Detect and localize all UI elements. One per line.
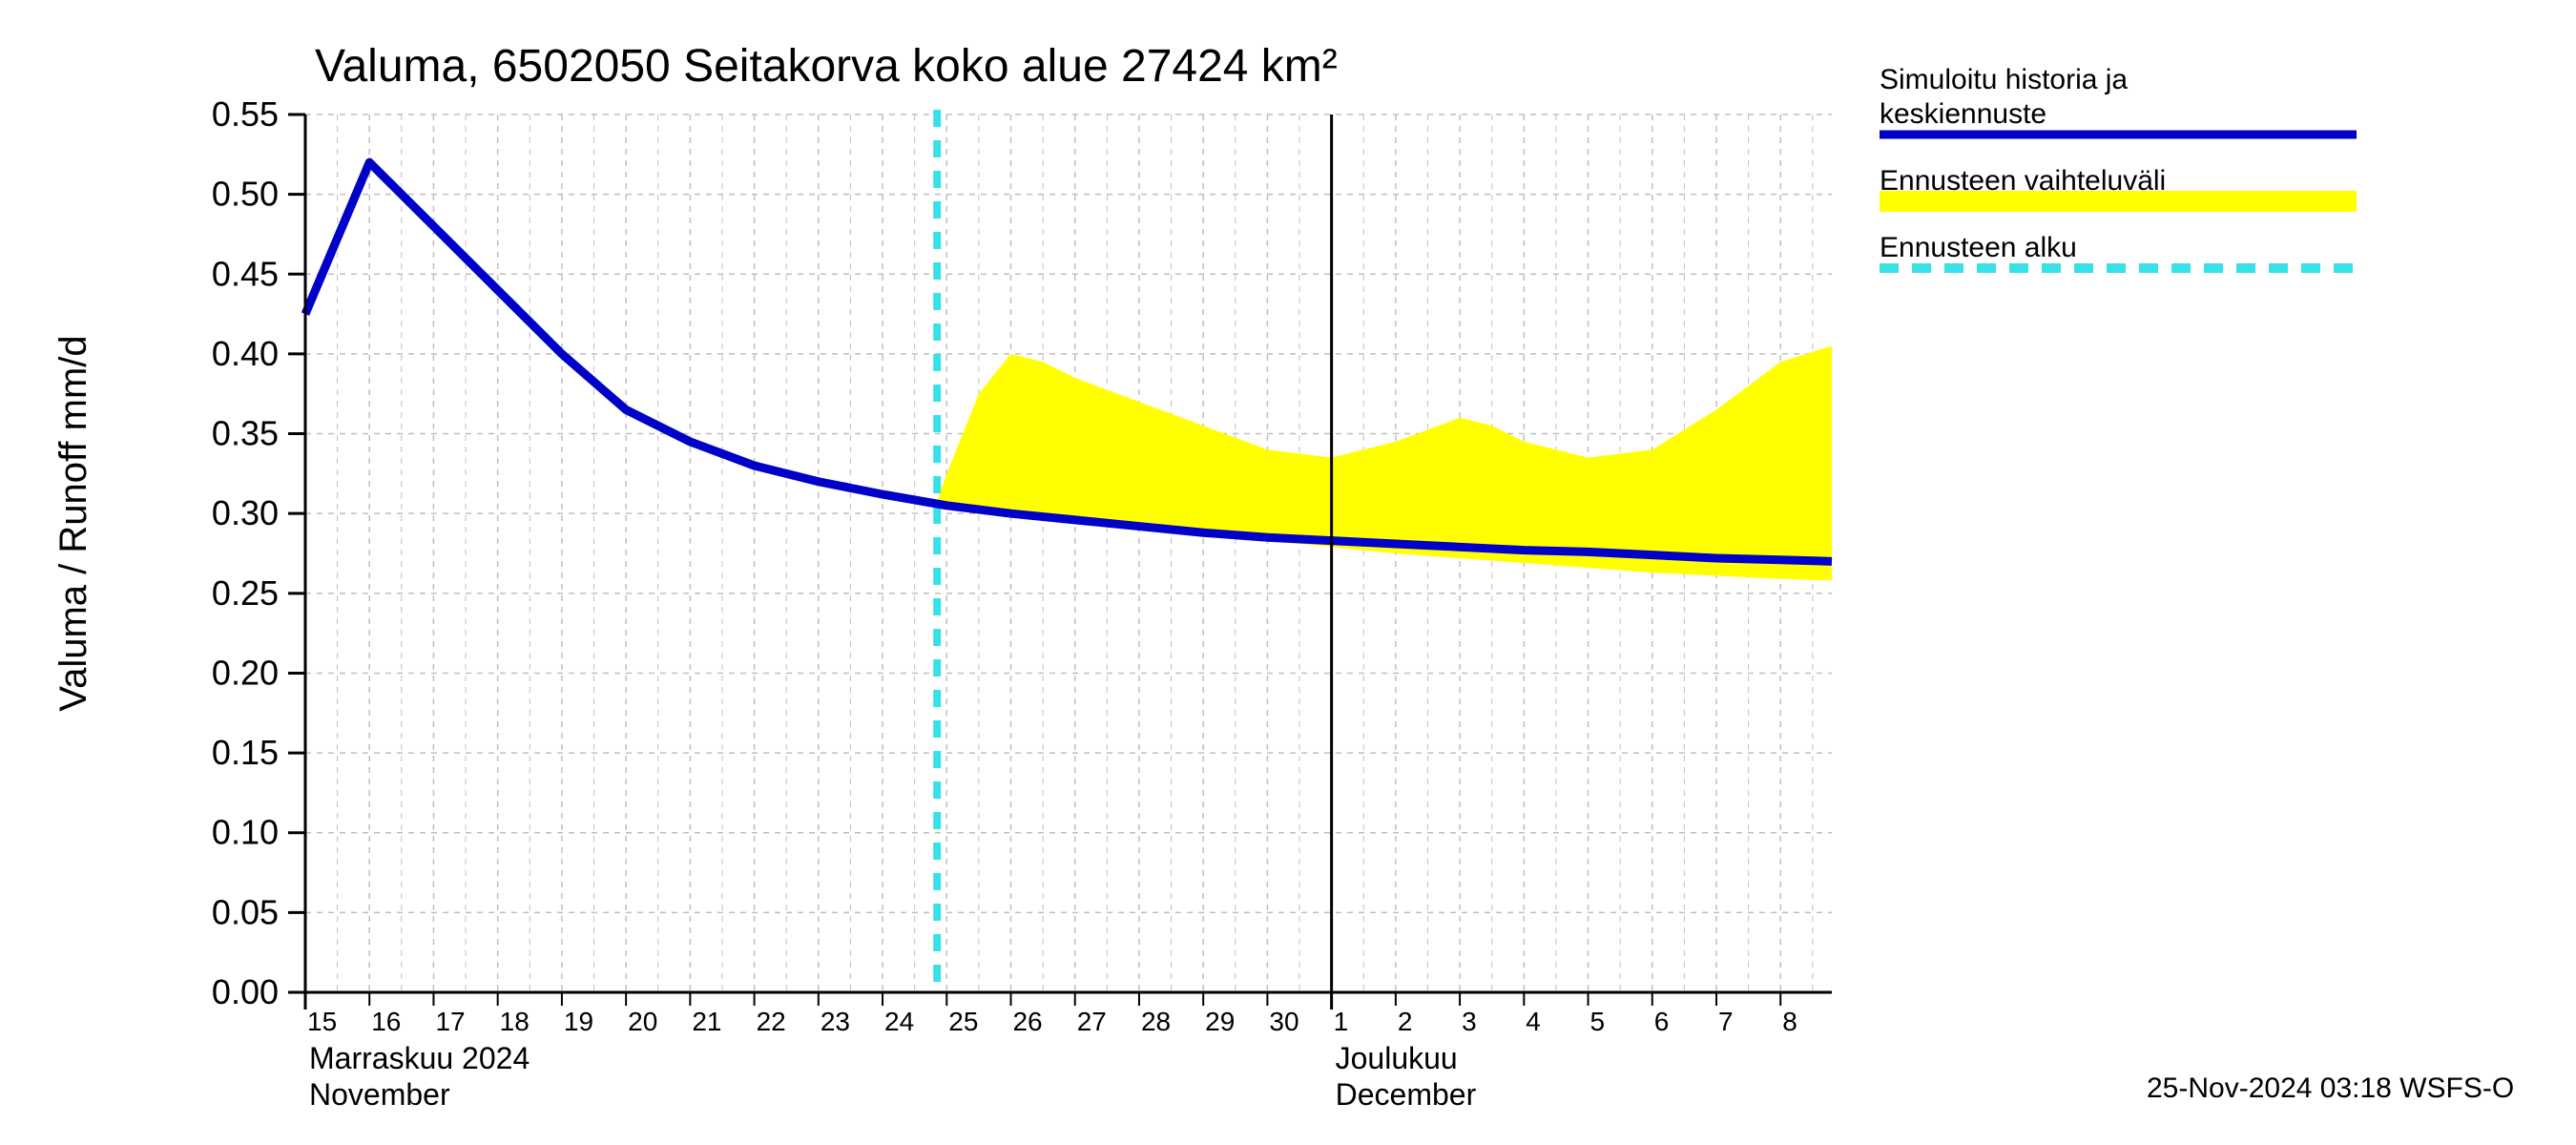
x-tick-label: 23 — [821, 1007, 850, 1036]
x-tick-label: 29 — [1205, 1007, 1235, 1036]
x-tick-label: 1 — [1334, 1007, 1349, 1036]
x-tick-label: 28 — [1141, 1007, 1171, 1036]
y-tick-label: 0.20 — [212, 653, 279, 692]
x-tick-label: 16 — [371, 1007, 401, 1036]
x-tick-label: 4 — [1526, 1007, 1541, 1036]
legend-swatch-band — [1880, 191, 2357, 212]
y-tick-label: 0.00 — [212, 972, 279, 1011]
x-tick-label: 24 — [884, 1007, 914, 1036]
x-tick-label: 26 — [1012, 1007, 1042, 1036]
y-tick-label: 0.10 — [212, 813, 279, 852]
y-axis-label: Valuma / Runoff mm/d — [52, 335, 94, 711]
chart-title: Valuma, 6502050 Seitakorva koko alue 274… — [315, 41, 1338, 92]
y-tick-label: 0.05 — [212, 892, 279, 931]
runoff-chart: 0.00 0.05 0.10 0.15 0.20 0.25 0.30 0.35 0.40 0.45… — [0, 0, 2576, 1145]
month-label: Marraskuu 2024 — [309, 1041, 530, 1075]
month-label: December — [1336, 1077, 1477, 1112]
x-tick-label: 22 — [757, 1007, 786, 1036]
y-tick-label: 0.30 — [212, 493, 279, 532]
month-label: November — [309, 1077, 450, 1112]
x-tick-label: 3 — [1462, 1007, 1477, 1036]
x-tick-label: 25 — [948, 1007, 978, 1036]
y-tick-label: 0.40 — [212, 334, 279, 373]
x-tick-label: 7 — [1718, 1007, 1734, 1036]
x-tick-label: 2 — [1398, 1007, 1413, 1036]
x-tick-label: 20 — [628, 1007, 657, 1036]
legend-label: Ennusteen alku — [1880, 232, 2077, 263]
x-tick-label: 5 — [1590, 1007, 1606, 1036]
x-tick-label: 30 — [1269, 1007, 1298, 1036]
x-tick-label: 19 — [564, 1007, 593, 1036]
x-tick-label: 15 — [307, 1007, 337, 1036]
footer-timestamp: 25-Nov-2024 03:18 WSFS-O — [2147, 1072, 2514, 1104]
x-tick-label: 27 — [1077, 1007, 1107, 1036]
y-tick-label: 0.15 — [212, 733, 279, 772]
x-tick-label: 8 — [1782, 1007, 1797, 1036]
x-tick-label: 18 — [500, 1007, 530, 1036]
y-tick-label: 0.45 — [212, 254, 279, 293]
y-tick-label: 0.55 — [212, 94, 279, 134]
x-tick-label: 17 — [435, 1007, 465, 1036]
legend-label: keskiennuste — [1880, 98, 2046, 130]
legend-label: Simuloitu historia ja — [1880, 64, 2128, 95]
y-tick-label: 0.25 — [212, 573, 279, 613]
y-tick-label: 0.50 — [212, 175, 279, 214]
x-tick-label: 21 — [692, 1007, 721, 1036]
month-label: Joulukuu — [1336, 1041, 1458, 1075]
x-tick-label: 6 — [1654, 1007, 1670, 1036]
y-tick-label: 0.35 — [212, 414, 279, 453]
